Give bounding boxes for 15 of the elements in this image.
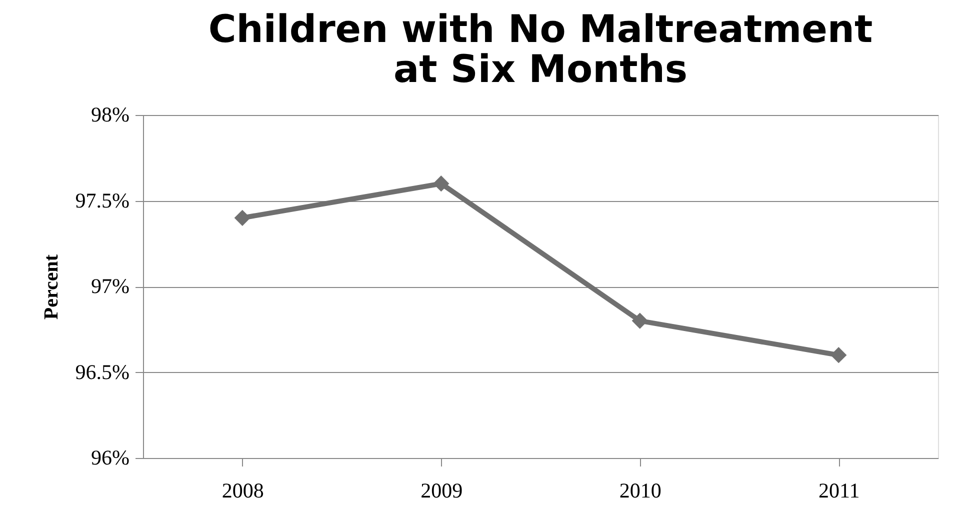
point	[830, 347, 847, 364]
x-tick-label: 2011	[818, 478, 860, 502]
x-tick-label: 2010	[619, 478, 662, 502]
point	[433, 176, 450, 192]
x-tick-label: 2008	[222, 478, 264, 502]
y-tick-label: 98%	[91, 102, 130, 126]
y-tick-label: 96%	[91, 446, 130, 470]
point	[234, 210, 250, 226]
y-axis-title: Percent	[40, 254, 62, 320]
chart-title: Children with No Maltreatment at Six Months	[208, 7, 873, 91]
x-tick-label: 2009	[420, 478, 463, 502]
y-tick-label: 96.5%	[75, 360, 130, 384]
y-tick-label: 97%	[91, 274, 130, 298]
point	[632, 312, 648, 329]
y-tick-label: 97.5%	[75, 188, 130, 212]
